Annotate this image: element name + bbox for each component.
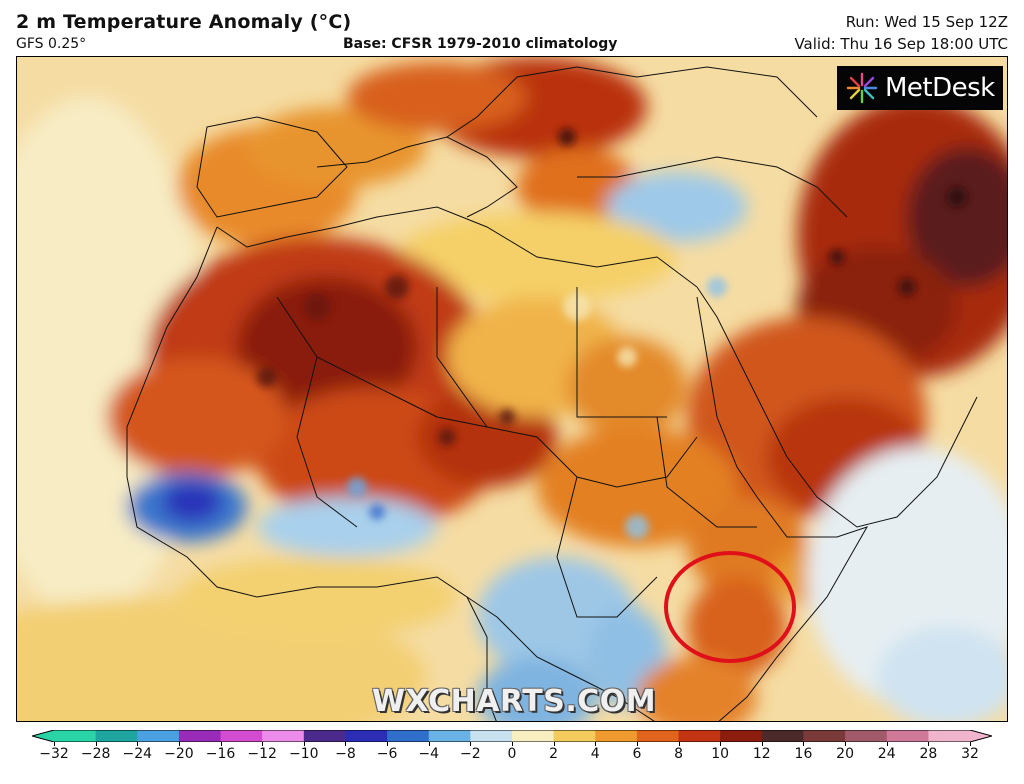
colorbar-segment	[553, 730, 596, 742]
colorbar-tick-label: −4	[418, 746, 440, 762]
valid-time-label: Valid: Thu 16 Sep 18:00 UTC	[794, 35, 1008, 53]
colorbar-tick-label: 8	[674, 746, 683, 762]
colorbar-tick-label: −6	[376, 746, 398, 762]
colorbar-segment	[54, 730, 97, 742]
colorbar-tick-label: 24	[877, 746, 896, 762]
colorbar-segment	[387, 730, 430, 742]
colorbar-tick-mark	[262, 742, 264, 746]
colorbar-tick-mark	[303, 742, 305, 746]
colorbar-segment	[803, 730, 846, 742]
colorbar-tick-mark	[512, 742, 513, 746]
colorbar-tick-mark	[54, 742, 55, 746]
colorbar-tick-label: 32	[961, 746, 979, 762]
chart-title: 2 m Temperature Anomaly (°C)	[16, 11, 352, 33]
colorbar-ticks: −32 −28 −24 −20 −16 −12 −10 −8 −6 −4 −2 0 2 4 6 8 10 12 16…	[0, 742, 1024, 766]
colorbar-tick-mark	[178, 742, 180, 746]
colorbar-segment	[678, 730, 721, 742]
colorbar-segment	[303, 730, 346, 742]
colorbar-tick-label: −28	[80, 746, 111, 762]
colorbar-tick-label: −32	[39, 746, 69, 762]
colorbar-segment	[886, 730, 929, 742]
colorbar-tick-mark	[970, 742, 971, 746]
horn-of-africa-highlight	[664, 551, 796, 663]
colorbar-segment	[928, 730, 971, 742]
colorbar-tick-label: −16	[205, 746, 236, 762]
base-climatology-label: Base: CFSR 1979-2010 climatology	[343, 36, 618, 52]
anomaly-map	[16, 56, 1008, 722]
colorbar-segment	[470, 730, 513, 742]
colorbar-tick-mark	[886, 742, 888, 746]
colorbar-tick-mark	[470, 742, 472, 746]
colorbar-tick-label: −24	[122, 746, 153, 762]
colorbar-segment	[720, 730, 763, 742]
wxcharts-watermark: WXCHARTS.COM	[372, 684, 657, 719]
colorbar-tick-mark	[845, 742, 847, 746]
anomaly-field	[17, 57, 1007, 721]
colorbar-tick-label: 0	[507, 746, 517, 762]
colorbar-tick-mark	[428, 742, 430, 746]
colorbar-tick-mark	[928, 742, 930, 746]
anomaly-detail	[257, 128, 967, 539]
colorbar-tick-mark	[95, 742, 97, 746]
colorbar-tick-mark	[387, 742, 389, 746]
colorbar-tick-label: −10	[289, 746, 319, 762]
colorbar-tick-mark	[220, 742, 222, 746]
colorbar-tick-label: −8	[335, 746, 356, 762]
colorbar-tick-mark	[553, 742, 555, 746]
colorbar-segment	[178, 730, 222, 742]
colorbar-segment	[345, 730, 388, 742]
colorbar-tick-mark	[803, 742, 805, 746]
coastlines	[126, 66, 978, 721]
colorbar-tick-label: 4	[590, 746, 600, 762]
colorbar-tick-mark	[345, 742, 347, 746]
colorbar-tick-label: −20	[164, 746, 194, 762]
colorbar-segment	[761, 730, 804, 742]
colorbar-segment	[636, 730, 680, 742]
colorbar-tick-label: 12	[752, 746, 771, 762]
colorbar-segment	[262, 730, 305, 742]
model-label: GFS 0.25°	[16, 36, 87, 52]
colorbar-extend-high	[970, 730, 992, 742]
colorbar-tick-mark	[595, 742, 597, 746]
colorbar-tick-label: 16	[794, 746, 813, 762]
colorbar-tick-mark	[761, 742, 763, 746]
colorbar-tick-label: −2	[460, 746, 481, 762]
colorbar-tick-label: 20	[836, 746, 854, 762]
colorbar-segment	[137, 730, 180, 742]
colorbar-tick-mark	[636, 742, 638, 746]
metdesk-starburst-icon	[846, 72, 878, 104]
map-canvas	[17, 57, 1007, 721]
run-time-label: Run: Wed 15 Sep 12Z	[845, 13, 1008, 31]
colorbar-tick-label: 10	[711, 746, 730, 762]
metdesk-logo-text: MetDesk	[885, 73, 995, 103]
colorbar-tick-label: −12	[247, 746, 277, 762]
colorbar-tick-mark	[720, 742, 722, 746]
colorbar-segment	[512, 730, 555, 742]
colorbar-segment	[428, 730, 471, 742]
colorbar-extend-low	[32, 730, 54, 742]
metdesk-logo: MetDesk	[837, 66, 1003, 110]
colorbar-tick-label: 28	[919, 746, 938, 762]
colorbar-tick-label: 2	[549, 746, 559, 762]
colorbar	[32, 730, 992, 742]
colorbar-segment	[95, 730, 138, 742]
colorbar-tick-label: 6	[632, 746, 642, 762]
colorbar-segment	[845, 730, 888, 742]
colorbar-segment	[220, 730, 263, 742]
colorbar-segment	[595, 730, 638, 742]
colorbar-tick-mark	[678, 742, 680, 746]
colorbar-tick-mark	[137, 742, 139, 746]
